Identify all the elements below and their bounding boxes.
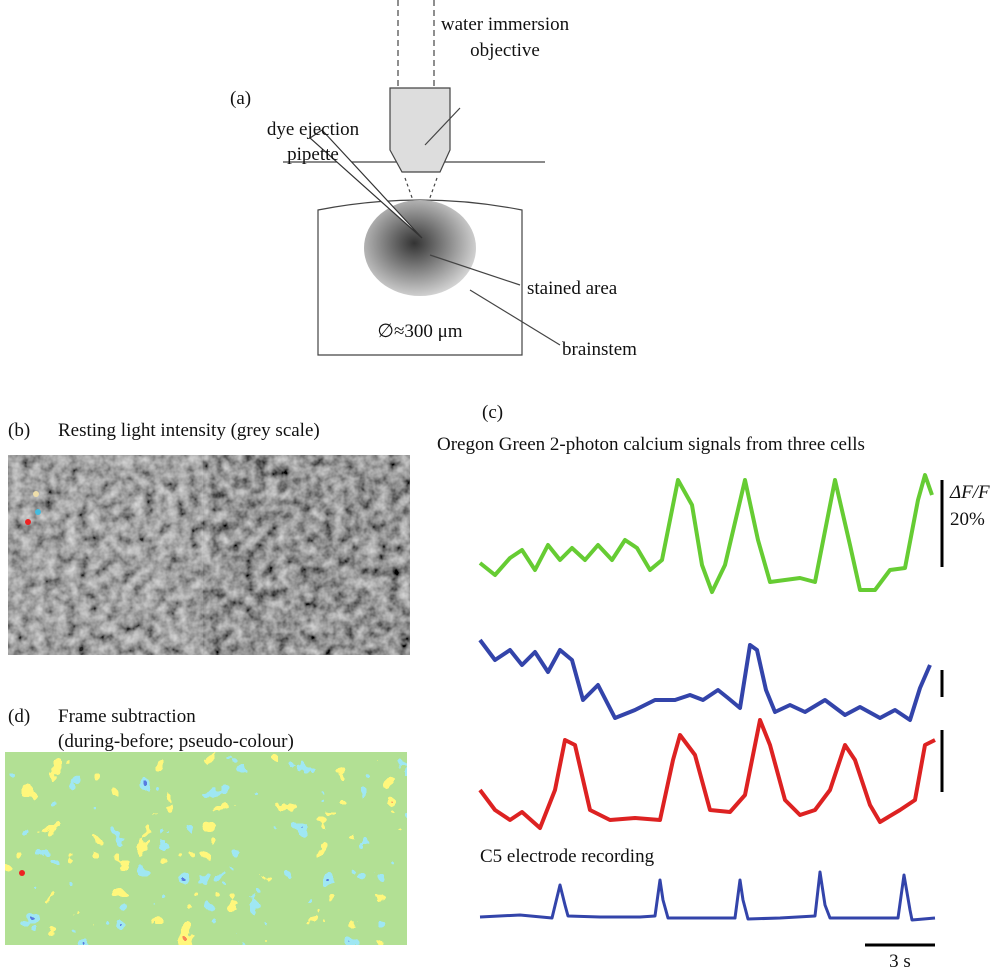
trace-green [478, 473, 934, 594]
trace-electrode [479, 870, 936, 922]
panel-label: (a) [230, 88, 251, 109]
cell-marker [25, 519, 31, 525]
grey-image [8, 455, 410, 655]
panel-title: Resting light intensity (grey scale) [58, 420, 320, 441]
cell-marker [33, 491, 39, 497]
annotation: pipette [287, 144, 339, 165]
panel-title: Frame subtraction [58, 706, 196, 727]
panel-title: Oregon Green 2-photon calcium signals fr… [437, 434, 865, 455]
scale-label: ΔF/F [949, 482, 990, 503]
annotation: stained area [527, 278, 618, 299]
trace-red [478, 718, 936, 830]
trace-title: C5 electrode recording [480, 846, 655, 867]
scale-bars [865, 480, 944, 947]
trace-blue [478, 638, 932, 722]
panel-label: (b) [8, 420, 30, 441]
annotation: water immersion [441, 14, 570, 35]
pseudo-colour-image [5, 752, 407, 945]
cell-marker [35, 509, 41, 515]
scale-label: 20% [950, 509, 985, 530]
panel-a [283, 0, 561, 356]
bright-region [8, 455, 203, 655]
traces [478, 473, 936, 922]
panel-title: (during-before; pseudo-colour) [58, 731, 294, 752]
cell-marker [19, 870, 25, 876]
scale-label: 3 s [889, 951, 911, 972]
annotation: ∅≈300 μm [377, 321, 462, 342]
annotation: objective [470, 40, 540, 61]
panel-label: (c) [482, 402, 503, 423]
annotation: dye ejection [267, 119, 360, 140]
annotation: brainstem [562, 339, 637, 360]
panel-label: (d) [8, 706, 30, 727]
